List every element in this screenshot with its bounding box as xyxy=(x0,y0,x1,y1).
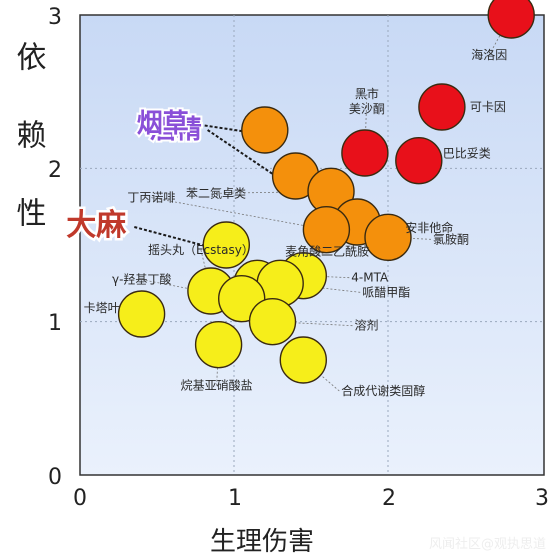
point-label: 麦角酸二乙酰胺 xyxy=(285,243,369,258)
highlight-label: 酒精 xyxy=(150,115,202,145)
x-tick-label: 2 xyxy=(382,486,396,511)
point-orange xyxy=(241,106,289,154)
highlight-connector xyxy=(134,226,210,248)
point-label: γ-羟基丁酸 xyxy=(112,272,171,287)
point-label: 黑市美沙酮 xyxy=(349,86,385,116)
label-leader xyxy=(151,197,327,231)
point-label: 可卡因 xyxy=(470,100,506,114)
point-label: 烷基亚硝酸盐 xyxy=(181,378,253,393)
point-yellow xyxy=(202,221,251,269)
highlight-label: 大麻 xyxy=(66,208,127,243)
point-yellow xyxy=(194,320,243,369)
y-axis-title: 依赖性 xyxy=(11,41,47,275)
point-label: 哌醋甲酯 xyxy=(362,284,410,299)
point-yellow xyxy=(248,297,297,346)
point-yellow xyxy=(279,336,327,384)
x-tick-label: 1 xyxy=(228,486,242,511)
highlight-connector xyxy=(194,123,248,133)
label-leader xyxy=(272,321,353,327)
point-label: 巴比妥类 xyxy=(443,147,491,161)
point-orange xyxy=(364,213,412,262)
point-orange xyxy=(302,205,351,254)
point-label: 4-MTA xyxy=(351,271,389,285)
y-tick-label: 0 xyxy=(48,465,62,490)
x-tick-label: 3 xyxy=(535,486,549,511)
highlight-label: 烟草 xyxy=(137,109,189,139)
highlight-connector xyxy=(207,129,280,179)
point-label: 摇头丸（Ecstasy） xyxy=(148,243,254,257)
point-label: 海洛因 xyxy=(471,47,507,62)
data-points xyxy=(117,0,535,384)
point-label: 丁丙诺啡 xyxy=(127,191,175,205)
point-label: 合成代谢类固醇 xyxy=(341,383,425,398)
point-yellow xyxy=(117,290,166,338)
watermark: 风闻社区@观执思道 xyxy=(429,536,546,552)
y-tick-label: 2 xyxy=(48,158,62,183)
point-red xyxy=(487,0,535,39)
point-label: 卡塔叶 xyxy=(84,301,120,315)
y-tick-label: 3 xyxy=(48,5,62,30)
x-axis-title: 生理伤害 xyxy=(210,527,314,557)
point-red xyxy=(418,83,466,131)
label-leader xyxy=(216,190,332,194)
point-red xyxy=(341,129,389,177)
point-label: 溶剂 xyxy=(355,318,379,333)
point-label: 苯二氮卓类 xyxy=(186,185,246,200)
point-red xyxy=(395,136,443,185)
x-tick-label: 0 xyxy=(73,486,87,511)
y-tick-label: 1 xyxy=(48,311,62,336)
point-label: 安非他命 xyxy=(405,220,453,235)
point-label: 氯胺酮 xyxy=(433,232,469,246)
